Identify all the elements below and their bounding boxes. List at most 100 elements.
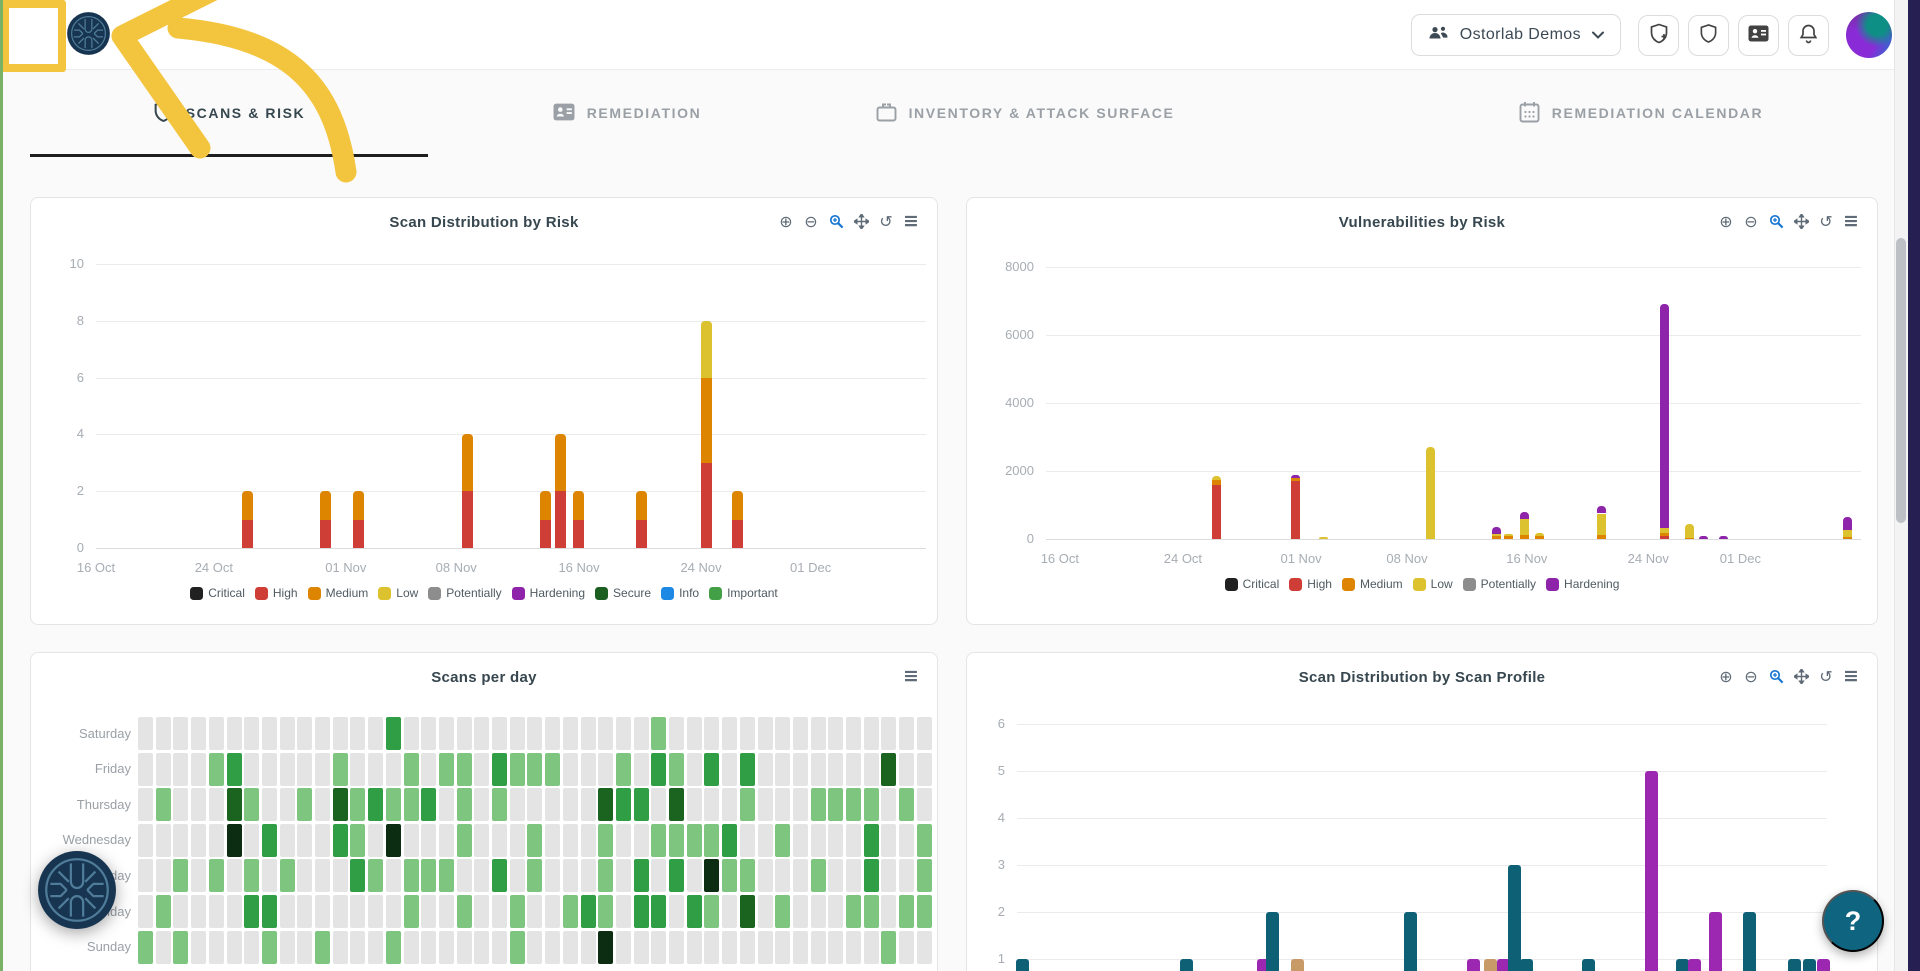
heatmap-cell [421,823,437,857]
gridline [96,320,926,322]
heatmap-cell [916,859,932,893]
remediation-button[interactable] [1738,14,1779,56]
heatmap-cell [562,895,578,928]
pan-icon[interactable] [1791,211,1811,231]
zoom-out-icon[interactable]: ⊖ [1744,211,1758,231]
ostorlab-logo-watermark [36,849,118,936]
heatmap-cell [633,788,649,822]
help-button[interactable]: ? [1822,890,1884,952]
heatmap-cell [545,752,561,786]
legend-item[interactable]: Low [378,586,418,600]
pan-icon[interactable] [1791,666,1811,686]
legend-swatch [709,586,723,600]
gridline [96,491,926,493]
legend-item[interactable]: Low [1412,577,1453,591]
legend-item[interactable]: Secure [595,586,651,600]
pan-icon[interactable] [851,211,871,231]
zoom-box-icon[interactable] [826,211,846,231]
legend-item[interactable]: Medium [1341,577,1403,591]
bar-segment [700,377,712,463]
axis-tick-label: 8000 [1005,259,1034,274]
zoom-out-icon[interactable]: ⊖ [804,211,818,231]
legend-item[interactable]: Important [709,586,778,600]
user-avatar[interactable] [1846,12,1892,58]
heatmap-cell [368,930,384,964]
zoom-box-icon[interactable] [1766,211,1786,231]
heatmap-cell [704,717,720,750]
zoom-in-icon[interactable]: ⊕ [779,211,793,231]
legend-item[interactable]: Hardening [1546,577,1619,591]
heatmap-cell [155,859,171,893]
legend-item[interactable]: High [254,586,298,600]
zoom-out-icon[interactable]: ⊖ [1744,666,1758,686]
axis-tick-label: 4000 [1005,395,1034,410]
heatmap-cell [368,717,384,750]
tab-inventory-attack-surface[interactable]: INVENTORY & ATTACK SURFACE [826,70,1224,156]
reset-icon[interactable]: ↺ [1819,211,1833,231]
new-scan-button[interactable] [1638,14,1679,56]
heatmap-cell [792,930,808,964]
legend-item[interactable]: Info [661,586,699,600]
heatmap-cell [739,823,755,857]
heatmap-cell [350,859,366,893]
heatmap-cell [775,895,791,928]
bar-segment [1843,516,1853,531]
legend-swatch [661,586,675,600]
bar-segment [732,491,744,520]
heatmap-cell [474,717,490,750]
legend-item[interactable]: Medium [307,586,368,600]
heatmap-cell [244,752,260,786]
scans-button[interactable] [1688,14,1729,56]
tab-remediation-calendar[interactable]: REMEDIATION CALENDAR [1224,70,1878,156]
org-switcher[interactable]: Ostorlab Demos [1410,14,1621,56]
heatmap-cell [881,788,897,822]
notifications-button[interactable] [1788,14,1829,56]
tab-remediation[interactable]: REMEDIATION [428,70,826,156]
bar-segment [1211,475,1221,481]
reset-icon[interactable]: ↺ [879,211,893,231]
heatmap-cell [368,895,384,928]
bar-segment [1596,513,1606,536]
heatmap-cell [492,788,507,822]
legend-label: Critical [208,586,245,600]
menu-icon[interactable]: ≡ [903,210,919,232]
heatmap-cell [722,895,738,928]
heatmap-cell [315,717,330,750]
legend-item[interactable]: Critical [1224,577,1279,591]
menu-icon[interactable]: ≡ [1843,210,1859,232]
legend-item[interactable]: Potentially [428,586,502,600]
legend-swatch [254,586,268,600]
heatmap-cell [757,717,773,750]
menu-icon[interactable]: ≡ [1843,665,1859,687]
legend-swatch [378,586,392,600]
heatmap-day-label: Thursday [76,796,131,812]
bar-segment [700,462,712,548]
zoom-in-icon[interactable]: ⊕ [1719,666,1733,686]
bar-segment [1492,527,1502,534]
heatmap-cell [598,752,614,786]
tab-scans-risk[interactable]: SCANS & RISK [30,70,428,156]
page-scrollbar-thumb[interactable] [1896,238,1906,523]
legend-item[interactable]: Critical [190,586,245,600]
heatmap-cell [846,895,861,928]
heatmap-cell [828,752,844,786]
menu-icon[interactable]: ≡ [903,665,919,687]
heatmap-cell [863,895,879,928]
reset-icon[interactable]: ↺ [1819,666,1833,686]
legend-item[interactable]: High [1289,577,1332,591]
bar-segment [572,519,584,548]
heatmap-cell [810,930,826,964]
zoom-box-icon[interactable] [1766,666,1786,686]
legend-item[interactable]: Hardening [511,586,585,600]
heatmap-cell [350,717,366,750]
heatmap-cell [810,859,826,893]
legend-item[interactable]: Potentially [1462,577,1536,591]
heatmap-cell [261,823,277,857]
axis-tick-label: 24 Nov [1627,551,1669,566]
heatmap-cell [686,788,702,822]
heatmap-cell [279,930,295,964]
bar-segment [1708,912,1722,971]
bar-segment [1660,528,1670,533]
heatmap-cell [191,717,207,750]
zoom-in-icon[interactable]: ⊕ [1719,211,1733,231]
